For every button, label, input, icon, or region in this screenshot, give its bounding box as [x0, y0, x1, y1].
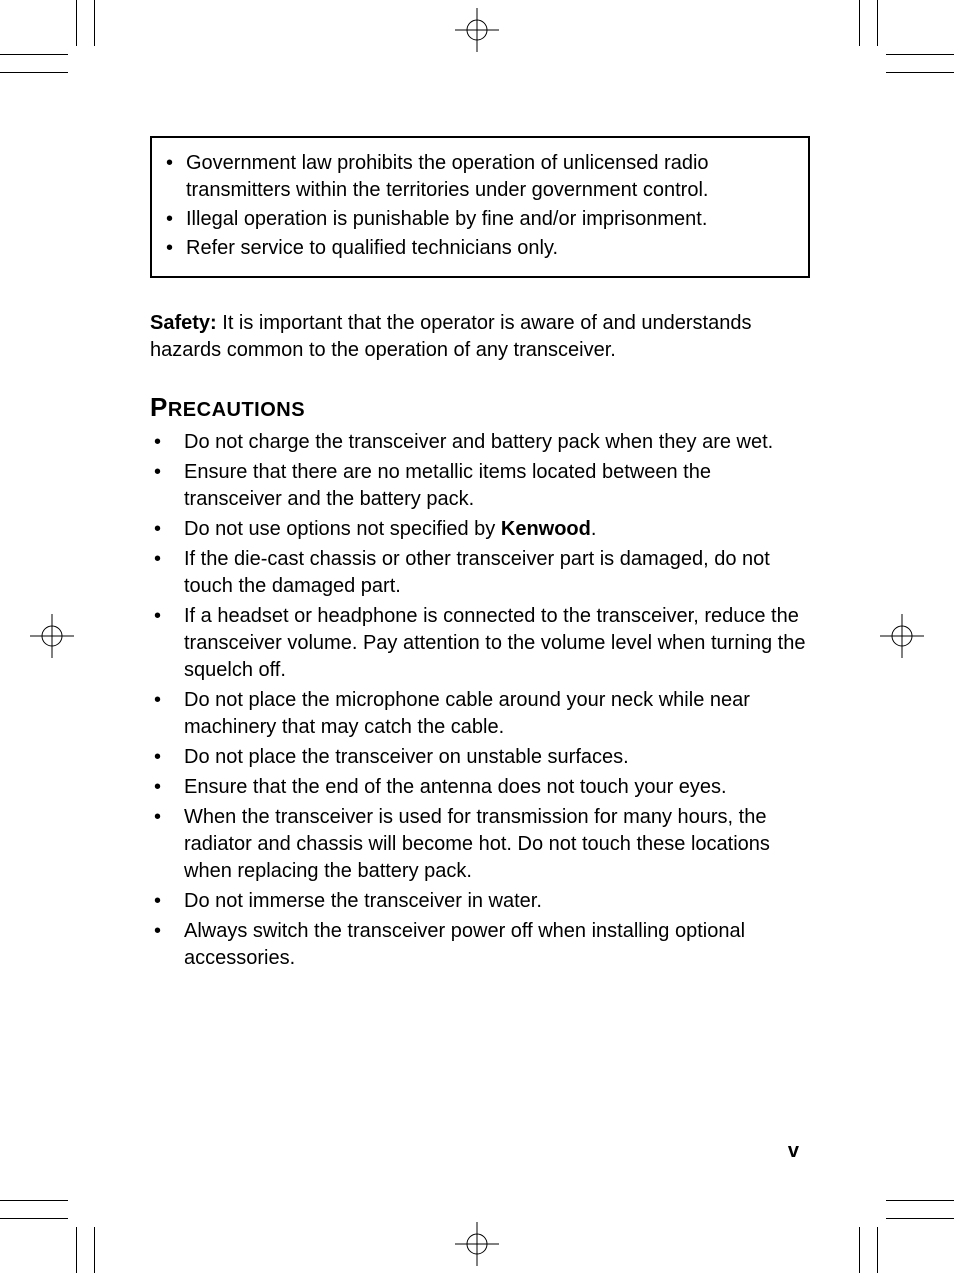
bullet: •	[150, 918, 184, 972]
precaution-text: Do not place the microphone cable around…	[184, 687, 810, 741]
content-area: • Government law prohibits the operation …	[150, 136, 810, 975]
regulatory-item: •Illegal operation is punishable by fine…	[166, 206, 794, 233]
regulatory-item-text: Government law prohibits the operation o…	[186, 150, 794, 204]
precautions-heading: PRECAUTIONS	[150, 392, 810, 423]
regulatory-item-text: Illegal operation is punishable by fine …	[186, 206, 794, 233]
registration-mark-bottom	[455, 1222, 499, 1266]
registration-mark-right	[880, 614, 924, 658]
bullet: •	[150, 429, 184, 456]
safety-paragraph: Safety: It is important that the operato…	[150, 310, 810, 364]
bullet: •	[150, 459, 184, 513]
precaution-text: If a headset or headphone is connected t…	[184, 603, 810, 684]
bullet: •	[150, 888, 184, 915]
bullet: •	[150, 687, 184, 741]
precaution-item: •Do not use options not specified by Ken…	[150, 516, 810, 543]
precaution-item: •Do not place the microphone cable aroun…	[150, 687, 810, 741]
bullet: •	[150, 744, 184, 771]
heading-rest: RECAUTIONS	[168, 399, 305, 421]
bullet: •	[150, 546, 184, 600]
precaution-item: •Do not immerse the transceiver in water…	[150, 888, 810, 915]
precaution-text: When the transceiver is used for transmi…	[184, 804, 810, 885]
regulatory-item: •Refer service to qualified technicians …	[166, 235, 794, 262]
precaution-item: •Ensure that there are no metallic items…	[150, 459, 810, 513]
precaution-item: •Do not charge the transceiver and batte…	[150, 429, 810, 456]
bullet: •	[150, 603, 184, 684]
regulatory-item-text: Refer service to qualified technicians o…	[186, 235, 794, 262]
registration-mark-left	[30, 614, 74, 658]
bullet: •	[150, 804, 184, 885]
brand-name: Kenwood	[501, 518, 591, 540]
safety-text: It is important that the operator is awa…	[150, 312, 751, 361]
registration-mark-top	[455, 8, 499, 52]
precaution-text: Do not place the transceiver on unstable…	[184, 744, 810, 771]
precautions-list: •Do not charge the transceiver and batte…	[150, 429, 810, 972]
precaution-item: •If a headset or headphone is connected …	[150, 603, 810, 684]
regulatory-box: •Government law prohibits the operation …	[150, 136, 810, 278]
bullet: •	[150, 774, 184, 801]
precaution-item: •If the die-cast chassis or other transc…	[150, 546, 810, 600]
precaution-text: Always switch the transceiver power off …	[184, 918, 810, 972]
precaution-item: •When the transceiver is used for transm…	[150, 804, 810, 885]
precaution-item: •Ensure that the end of the antenna does…	[150, 774, 810, 801]
precaution-text: Do not use options not specified by Kenw…	[184, 516, 810, 543]
regulatory-item: •Government law prohibits the operation …	[166, 150, 794, 204]
print-page: • Government law prohibits the operation …	[0, 0, 954, 1273]
precaution-item: •Always switch the transceiver power off…	[150, 918, 810, 972]
heading-cap: P	[150, 392, 168, 422]
bullet: •	[150, 516, 184, 543]
precaution-text: If the die-cast chassis or other transce…	[184, 546, 810, 600]
page-number: v	[788, 1140, 799, 1163]
regulatory-list: •Government law prohibits the operation …	[166, 150, 794, 262]
precaution-text: Do not immerse the transceiver in water.	[184, 888, 810, 915]
precaution-text: Ensure that the end of the antenna does …	[184, 774, 810, 801]
precaution-text: Do not charge the transceiver and batter…	[184, 429, 810, 456]
safety-label: Safety:	[150, 312, 217, 334]
precaution-text: Ensure that there are no metallic items …	[184, 459, 810, 513]
precaution-item: •Do not place the transceiver on unstabl…	[150, 744, 810, 771]
